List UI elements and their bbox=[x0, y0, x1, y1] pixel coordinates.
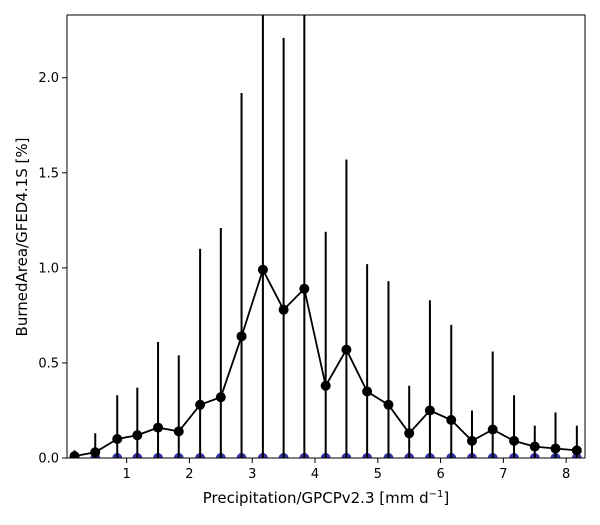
y-tick-label: 2.0 bbox=[38, 71, 59, 86]
x-tick-label: 4 bbox=[311, 467, 319, 482]
x-tick-label: 5 bbox=[374, 467, 382, 482]
x-tick-label: 8 bbox=[562, 467, 570, 482]
series-point bbox=[509, 435, 520, 446]
series-point bbox=[278, 304, 289, 315]
x-axis-label: Precipitation/GPCPv2.3 [mm d−1] bbox=[203, 489, 449, 507]
series-point bbox=[404, 428, 415, 439]
axes: 1 2 3 4 5 6 7 8 0.0 0.5 1.0 1.5 2.0 bbox=[38, 14, 586, 482]
series-point bbox=[383, 399, 394, 410]
series-point bbox=[215, 392, 226, 403]
series-point bbox=[195, 399, 206, 410]
series-point bbox=[487, 424, 498, 435]
series-point bbox=[173, 426, 184, 437]
series-point bbox=[153, 422, 164, 433]
series-point bbox=[320, 380, 331, 391]
data-group bbox=[69, 15, 582, 458]
series-point bbox=[362, 386, 373, 397]
series-point bbox=[341, 344, 352, 355]
series-point bbox=[550, 443, 561, 454]
series-point bbox=[90, 447, 101, 458]
y-tick-label: 0.0 bbox=[38, 452, 59, 467]
series-point bbox=[446, 414, 457, 425]
x-axis-label-superscript: −1 bbox=[429, 489, 444, 500]
plot-area bbox=[69, 15, 582, 458]
series-point bbox=[466, 435, 477, 446]
y-tick-label: 1.0 bbox=[38, 261, 59, 276]
series-point bbox=[529, 441, 540, 452]
series-point bbox=[69, 451, 80, 458]
x-axis-label-suffix: ] bbox=[443, 489, 449, 507]
x-tick-label: 3 bbox=[248, 467, 256, 482]
x-axis-label-main: Precipitation/GPCPv2.3 [mm d bbox=[203, 489, 429, 507]
series-point bbox=[257, 264, 268, 275]
x-tick-label: 7 bbox=[499, 467, 507, 482]
series-point bbox=[236, 331, 247, 342]
axes-frame bbox=[66, 14, 586, 459]
series-point bbox=[424, 405, 435, 416]
series-point bbox=[571, 445, 582, 456]
x-tick-label: 6 bbox=[436, 467, 444, 482]
series-point bbox=[132, 430, 143, 441]
x-tick-label: 2 bbox=[185, 467, 193, 482]
y-tick-label: 1.5 bbox=[38, 166, 59, 181]
y-tick-label: 0.5 bbox=[38, 356, 59, 371]
y-axis-label: BurnedArea/GFED4.1S [%] bbox=[13, 138, 31, 337]
x-tick-label: 1 bbox=[123, 467, 131, 482]
series-point bbox=[112, 433, 123, 444]
series-point bbox=[299, 283, 310, 294]
